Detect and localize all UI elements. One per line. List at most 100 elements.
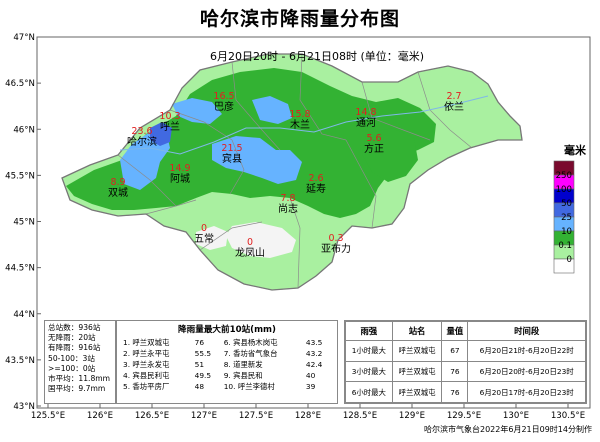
legend-label: 10 xyxy=(561,227,572,237)
station-name: 8. 道里新发 xyxy=(223,360,263,369)
lat-tick-label: 46.5°N xyxy=(5,79,35,89)
place-value: 7.8 xyxy=(280,193,295,204)
place-value: 15.8 xyxy=(289,109,310,120)
intensity-cell: 67 xyxy=(441,340,469,362)
place-name: 通河 xyxy=(356,117,376,129)
place-name: 阿城 xyxy=(170,173,190,185)
legend-swatch xyxy=(553,258,575,274)
place-value: 14.8 xyxy=(355,107,376,118)
place-name: 五常 xyxy=(194,232,214,245)
place-name: 延寿 xyxy=(306,182,326,195)
lat-tick-label: 43°N xyxy=(13,402,35,412)
intensity-header: 站名 xyxy=(391,321,443,341)
station-name: 9. 宾县民和 xyxy=(223,371,263,380)
intensity-table: 雨强 站名 量值 时间段 1小时最大 呼兰双城屯 67 6月20日21时-6月20日22时 3… xyxy=(345,321,586,403)
lat-tick-label: 43.5°N xyxy=(5,356,35,366)
station-name: 7. 香坊省气象台 xyxy=(223,349,278,358)
place-name: 哈尔滨 xyxy=(127,135,157,148)
top10-row: 5. 香坊平房厂 48 10. 呼兰李德村 39 xyxy=(121,381,333,392)
lat-tick-label: 45.5°N xyxy=(5,171,35,181)
place-value: 5.6 xyxy=(366,133,381,144)
lon-tick-label: 128.5°E xyxy=(343,411,377,421)
intensity-cell: 呼兰双城屯 xyxy=(391,340,443,362)
lon-tick-label: 128°E xyxy=(295,411,321,421)
intensity-cell: 6月20日21时-6月20日22时 xyxy=(467,340,586,362)
lon-tick-label: 127°E xyxy=(191,411,217,421)
place-name: 双城 xyxy=(108,187,128,199)
place-value: 10.3 xyxy=(159,111,180,122)
place-value: 14.9 xyxy=(169,163,190,174)
legend-title: 毫米 xyxy=(564,143,587,157)
intensity-cell: 3小时最大 xyxy=(345,360,393,383)
place-value: 0.3 xyxy=(328,233,343,244)
intensity-cell: 6月20日20时-6月20日23时 xyxy=(467,360,586,383)
rain-zone-green-east xyxy=(424,74,488,130)
lon-tick-label: 126.5°E xyxy=(135,411,169,421)
station-name: 6. 宾县杨木岗屯 xyxy=(223,338,278,347)
legend-label: 50 xyxy=(561,199,572,209)
lon-tick-label: 130.5°E xyxy=(551,411,585,421)
intensity-header: 量值 xyxy=(441,321,469,341)
intensity-cell: 76 xyxy=(441,360,469,383)
stats-line: 50-100：3站 xyxy=(48,353,95,363)
station-value: 39 xyxy=(305,382,316,391)
top10-row: 3. 呼兰永发屯 51 8. 道里新发 42.4 xyxy=(121,359,333,370)
station-value: 43.2 xyxy=(305,349,323,358)
place-value: 2.7 xyxy=(446,91,461,102)
rain-zone-green-patch xyxy=(362,128,418,182)
place-value: 8.9 xyxy=(110,177,125,188)
lat-tick-label: 44°N xyxy=(13,310,35,320)
lat-tick-label: 47°N xyxy=(13,33,35,43)
songhua-river xyxy=(119,95,489,155)
stats-line: 市平均：11.8mm xyxy=(48,374,111,384)
intensity-cell: 呼兰双城屯 xyxy=(391,360,443,383)
stats-line: 国平均：9.7mm xyxy=(48,384,106,394)
lon-tick-label: 130°E xyxy=(503,411,529,421)
intensity-panel: 雨强 站名 量值 时间段 1小时最大 呼兰双城屯 67 6月20日21时-6月20日22时 3… xyxy=(344,320,587,404)
rain-zone-lightblue-north xyxy=(172,98,222,124)
place-name: 呼兰 xyxy=(160,120,180,133)
stats-line: >=100：0站 xyxy=(48,363,96,373)
station-value: 49.5 xyxy=(194,371,212,380)
top10-panel: 降雨量最大前10站(mm) 1. 呼兰双城屯 76 6. 宾县杨木岗屯 43.5 2. … xyxy=(116,320,338,404)
place-name: 龙凤山 xyxy=(235,246,265,259)
map-footer: 哈尔滨市气象台2022年6月21日09时14分制作 xyxy=(424,425,592,434)
place-name: 亚布力 xyxy=(321,242,351,255)
legend-label: 250 xyxy=(556,171,572,181)
intensity-header: 雨强 xyxy=(345,321,393,341)
station-value: 51 xyxy=(194,360,205,369)
lon-tick-label: 127.5°E xyxy=(239,411,273,421)
rain-zone-lightblue-center xyxy=(212,136,302,184)
lat-tick-label: 44.5°N xyxy=(5,264,35,274)
place-value: 0 xyxy=(247,237,253,248)
rain-zone-none-south xyxy=(226,222,296,258)
top10-row: 2. 呼兰永平屯 55.5 7. 香坊省气象台 43.2 xyxy=(121,348,333,359)
station-value: 76 xyxy=(194,338,205,347)
lon-tick-label: 125.5°E xyxy=(31,411,65,421)
place-name: 方正 xyxy=(364,142,384,155)
rain-zone-lightblue-west xyxy=(120,130,170,190)
place-value: 21.5 xyxy=(221,143,242,154)
place-name: 尚志 xyxy=(278,202,298,215)
legend-label: 100 xyxy=(556,185,572,195)
intensity-cell: 呼兰双城屯 xyxy=(391,381,443,403)
lon-tick-label: 129°E xyxy=(399,411,425,421)
rain-zone-blue xyxy=(150,122,172,146)
rain-zone-lightblue-mid xyxy=(252,96,292,124)
top10-row: 4. 宾县民利屯 49.5 9. 宾县民和 40 xyxy=(121,370,333,381)
lat-axis: 47°N 46.5°N 46°N 45.5°N 45°N 44.5°N 44°N 43.5°N… xyxy=(5,33,41,412)
map-title: 哈尔滨市降雨量分布图 xyxy=(199,8,400,30)
legend-label: 0 xyxy=(567,255,572,265)
lat-tick-label: 46°N xyxy=(13,125,35,135)
place-value: 0 xyxy=(201,223,207,234)
station-name: 1. 呼兰双城屯 xyxy=(123,338,170,347)
stats-line: 无降雨：20站 xyxy=(48,333,96,343)
top10-title: 降雨量最大前10站(mm) xyxy=(178,325,276,335)
place-value: 16.5 xyxy=(213,91,234,102)
lon-tick-label: 129.5°E xyxy=(447,411,481,421)
intensity-cell: 6小时最大 xyxy=(345,381,393,403)
rain-zone-none-southwest xyxy=(196,226,228,250)
station-value: 48 xyxy=(194,382,205,391)
rain-legend: 毫米 250 100 50 25 10 0.1 0 xyxy=(553,143,587,274)
